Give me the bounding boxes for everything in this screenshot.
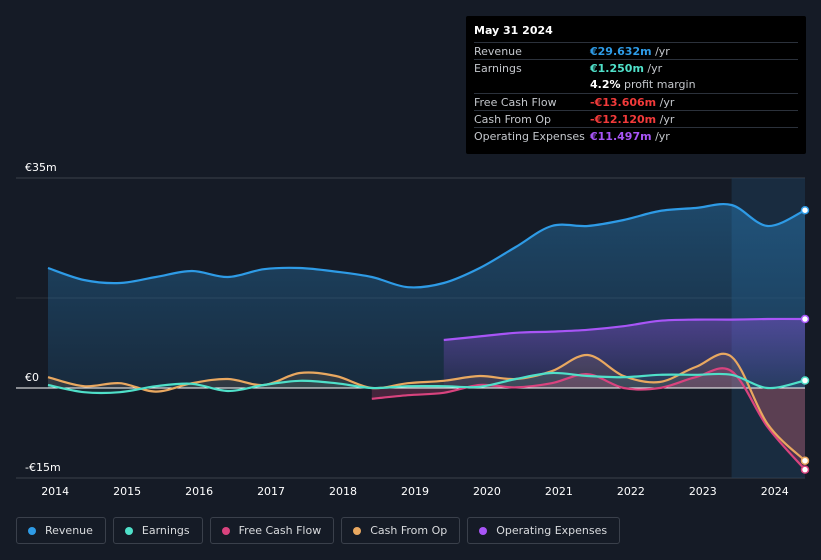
legend-item-operating-expenses[interactable]: Operating Expenses (467, 517, 621, 544)
tooltip-row: Operating Expenses €11.497m /yr (474, 127, 798, 145)
legend-item-revenue[interactable]: Revenue (16, 517, 106, 544)
tooltip-label: Free Cash Flow (474, 96, 557, 109)
tooltip-row: Free Cash Flow -€13.606m /yr (474, 93, 798, 111)
revenue-line (47, 202, 806, 289)
tooltip-value-number: -€13.606m (590, 96, 657, 109)
legend-dot-icon (124, 526, 133, 535)
legend-dot-icon (28, 526, 36, 535)
tooltip-value-number: 4.2% (590, 78, 621, 91)
x-tick-label: 2021 (544, 485, 573, 498)
legend-dot-icon (353, 526, 362, 535)
tooltip-label: Operating Expenses (474, 130, 585, 143)
x-tick-label: 2016 (185, 485, 214, 498)
operating-expenses-line (443, 317, 806, 342)
legend-item-earnings[interactable]: Earnings (112, 517, 203, 544)
operating-expenses-end-point (800, 314, 810, 324)
tooltip-value: €29.632m /yr (590, 45, 670, 58)
legend-label: Cash From Op (370, 524, 448, 537)
y-tick-label: €0 (25, 371, 39, 384)
legend-dot-icon (221, 526, 230, 535)
x-tick-label: 2022 (616, 485, 645, 498)
free-cash-flow-line (371, 367, 806, 471)
tooltip-value: -€13.606m /yr (590, 96, 674, 109)
tooltip-row: 4.2% profit margin (474, 76, 798, 93)
x-tick-label: 2024 (760, 485, 789, 498)
tooltip-value-unit: /yr (651, 130, 670, 143)
tooltip-label: Earnings (474, 62, 522, 75)
revenue-end-point (800, 205, 810, 215)
tooltip-value: 4.2% profit margin (590, 78, 696, 91)
tooltip-value: -€12.120m /yr (590, 113, 674, 126)
legend: Revenue Earnings Free Cash Flow Cash From O… (16, 517, 621, 546)
tooltip-value-number: €11.497m (590, 130, 652, 143)
tooltip-value-unit: /yr (651, 45, 670, 58)
tooltip-label: Cash From Op (474, 113, 552, 126)
free-cash-flow-end-point (800, 465, 810, 474)
tooltip-value: €1.250m /yr (590, 62, 662, 75)
legend-item-free-cash-flow[interactable]: Free Cash Flow (209, 517, 335, 544)
tooltip-value-number: €29.632m (590, 45, 652, 58)
y-tick-label: €35m (25, 161, 57, 174)
x-tick-label: 2018 (329, 485, 358, 498)
earnings-line (47, 371, 806, 395)
x-tick-label: 2023 (688, 485, 717, 498)
tooltip-panel: May 31 2024 Revenue €29.632m /yr Earnings €… (466, 16, 806, 154)
tooltip-value: €11.497m /yr (590, 130, 670, 143)
legend-label: Operating Expenses (496, 524, 608, 537)
earnings-end-point (800, 376, 810, 385)
cash-from-op-line (47, 352, 806, 462)
x-tick-label: 2017 (257, 485, 286, 498)
y-tick-label: -€15m (25, 461, 61, 474)
tooltip-label: Revenue (474, 45, 522, 58)
legend-label: Free Cash Flow (238, 524, 322, 537)
tooltip-row: Earnings €1.250m /yr (474, 59, 798, 77)
tooltip-value-unit: /yr (656, 96, 675, 109)
legend-label: Revenue (45, 524, 93, 537)
x-tick-label: 2019 (400, 485, 429, 498)
tooltip-value-number: -€12.120m (590, 113, 657, 126)
tooltip-value-unit: /yr (643, 62, 663, 75)
legend-dot-icon (479, 526, 488, 535)
tooltip-date: May 31 2024 (474, 24, 553, 37)
tooltip-row: Cash From Op -€12.120m /yr (474, 110, 798, 128)
tooltip-value-unit: profit margin (620, 78, 696, 91)
x-tick-label: 2014 (41, 485, 70, 498)
legend-item-cash-from-op[interactable]: Cash From Op (341, 517, 461, 544)
x-tick-label: 2015 (113, 485, 142, 498)
x-tick-label: 2020 (472, 485, 501, 498)
tooltip-value-number: €1.250m (590, 62, 644, 75)
tooltip-row: Revenue €29.632m /yr (474, 42, 798, 60)
cash-from-op-end-point (800, 456, 810, 465)
legend-label: Earnings (141, 524, 190, 537)
tooltip-value-unit: /yr (656, 113, 675, 126)
